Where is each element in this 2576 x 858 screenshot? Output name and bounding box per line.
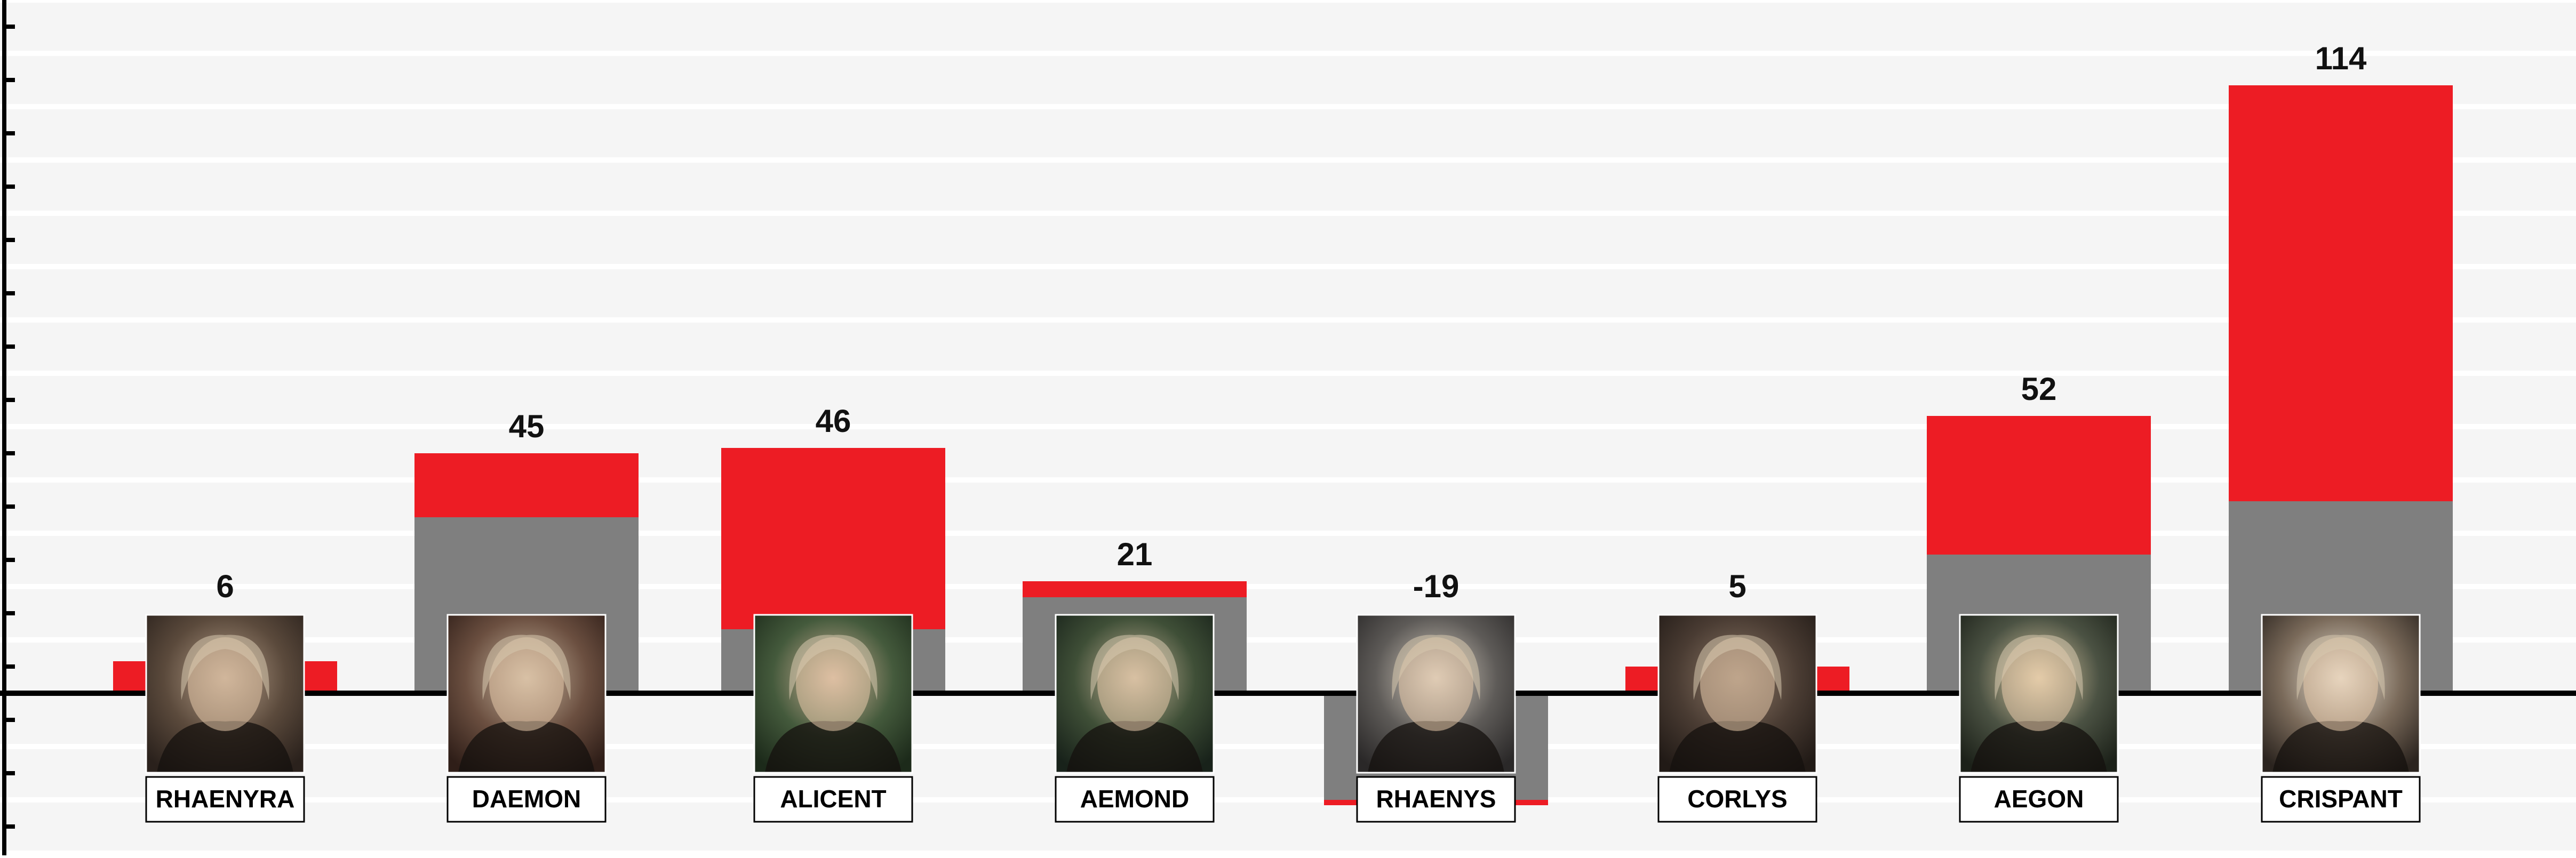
rhaenys-portrait-icon: [1356, 614, 1516, 774]
data-label: 114: [2315, 41, 2367, 76]
portrait-frame: [1959, 614, 2119, 774]
portrait-frame: [753, 614, 913, 774]
portrait-shoulders: [458, 721, 595, 773]
portrait-face: [2303, 637, 2378, 731]
data-label: 6: [216, 568, 234, 604]
aemond-portrait-icon: [1055, 614, 1215, 774]
crispant-portrait-icon: [2261, 614, 2421, 774]
corlys-portrait-icon: [1657, 614, 1817, 774]
portrait-hair: [789, 635, 878, 700]
portrait-frame: [1657, 614, 1817, 774]
portrait-shoulders: [1669, 721, 1806, 773]
portrait-frame: [2261, 614, 2421, 774]
category-label-box: [2261, 776, 2421, 823]
category-label: CRISPANT: [2279, 785, 2403, 813]
category-label-box: [753, 776, 913, 823]
portrait-face: [489, 637, 564, 731]
data-label: 45: [509, 408, 545, 444]
portrait-hair: [1090, 635, 1179, 700]
data-label: 5: [1728, 568, 1746, 604]
aemond-change-bar: [1023, 581, 1247, 597]
category-label: RHAENYS: [1376, 785, 1496, 813]
data-label: 46: [816, 403, 851, 439]
crispant-change-bar: [2229, 85, 2453, 501]
category-label: CORLYS: [1687, 785, 1787, 813]
category-label: ALICENT: [780, 785, 886, 813]
portrait-face: [1097, 637, 1172, 731]
portrait-hair: [1995, 635, 2083, 700]
portrait-hair: [2296, 635, 2385, 700]
category-label-box: [1657, 776, 1817, 823]
category-label: AEMOND: [1080, 785, 1189, 813]
portrait-shoulders: [1066, 721, 1203, 773]
category-label-box: [1959, 776, 2119, 823]
category-label-box: [446, 776, 607, 823]
portrait-face: [2001, 637, 2076, 731]
daemon-portrait-icon: [446, 614, 607, 774]
category-label-box: [145, 776, 305, 823]
daemon-change-bar: [414, 453, 639, 517]
data-label: -19: [1413, 568, 1460, 604]
portrait-face: [1399, 637, 1473, 731]
portrait-frame: [145, 614, 305, 774]
portrait-frame: [446, 614, 607, 774]
portrait-frame: [1356, 614, 1516, 774]
labels: RHAENYRA DAEMON ALICENT AEMOND RHAENYS CORLYS…: [145, 41, 2421, 823]
category-label-box: [1356, 776, 1516, 823]
alicent-change-bar: [721, 448, 945, 629]
portrait-hair: [181, 635, 269, 700]
category-label: AEGON: [1994, 785, 2084, 813]
portrait-hair: [1392, 635, 1480, 700]
portrait-shoulders: [2272, 721, 2409, 773]
category-label: RHAENYRA: [156, 785, 295, 813]
category-label: DAEMON: [472, 785, 581, 813]
data-label: 52: [2021, 371, 2057, 407]
data-label: 21: [1117, 536, 1153, 572]
aegon-change-bar: [1927, 416, 2151, 555]
category-label-box: [1055, 776, 1215, 823]
portrait-shoulders: [765, 721, 902, 773]
portrait-shoulders: [1971, 721, 2107, 773]
portrait-shoulders: [1368, 721, 1504, 773]
portrait-face: [1700, 637, 1775, 731]
portrait-hair: [482, 635, 571, 700]
portrait-hair: [1693, 635, 1782, 700]
portraits: [145, 614, 2421, 774]
portrait-face: [188, 637, 262, 731]
portrait-frame: [1055, 614, 1215, 774]
aegon-portrait-icon: [1959, 614, 2119, 774]
alicent-portrait-icon: [753, 614, 913, 774]
portrait-face: [796, 637, 871, 731]
rhaenyra-portrait-icon: [145, 614, 305, 774]
portrait-shoulders: [157, 721, 293, 773]
